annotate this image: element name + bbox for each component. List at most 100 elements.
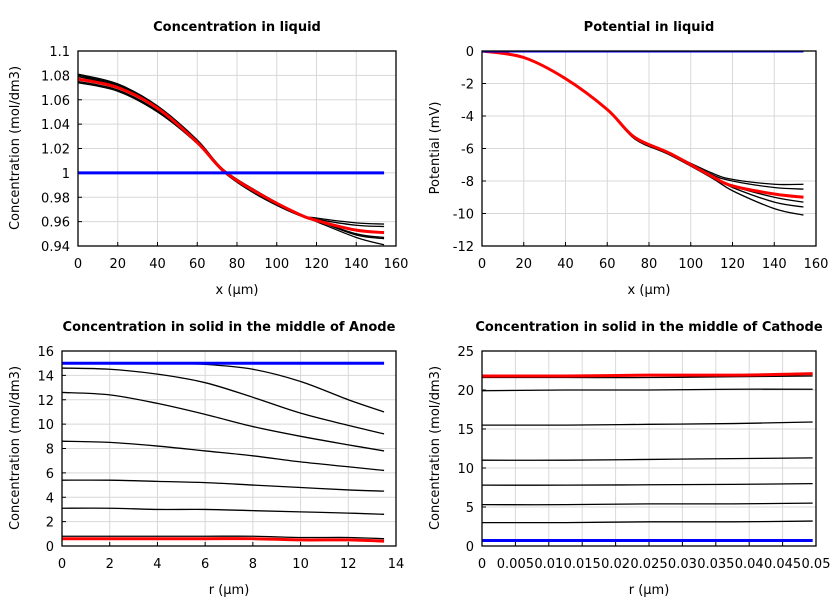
y-tick-label: -6: [461, 143, 474, 158]
series-line-final: [482, 372, 813, 378]
y-tick-label: 15: [457, 423, 474, 438]
y-tick-label: 0.94: [41, 240, 70, 255]
y-tick-label: 1: [62, 167, 70, 182]
x-tick-label: 20: [109, 257, 126, 272]
y-tick-label: 1.1: [49, 45, 70, 60]
x-tick-label: 60: [189, 257, 206, 272]
x-tick-label: 0: [478, 557, 486, 572]
y-tick-label: -4: [461, 110, 474, 125]
panel-solid-anode: Concentration in solid in the middle of …: [8, 320, 404, 598]
y-tick-label: 10: [457, 462, 474, 477]
y-tick-label: 0.98: [41, 191, 70, 206]
x-axis-label: r (µm): [629, 583, 670, 598]
series-line-black-1: [482, 520, 813, 524]
x-tick-label: 10: [292, 557, 309, 572]
series-line-final: [62, 537, 385, 543]
x-tick-label: 120: [304, 257, 329, 272]
x-tick-label: 160: [384, 257, 409, 272]
x-tick-label: 100: [264, 257, 289, 272]
y-tick-label: 8: [46, 443, 54, 458]
series-line-black-4: [482, 457, 813, 461]
y-tick-label: -8: [461, 175, 474, 190]
panel-concentration-liquid: Concentration in liquid x (µm) Concentra…: [8, 20, 408, 298]
y-tick-label: 4: [46, 491, 54, 506]
x-tick-label: 160: [804, 257, 829, 272]
series-line-final: [78, 77, 385, 235]
x-axis-label: x (µm): [628, 283, 671, 298]
series-line-black-5: [482, 421, 813, 426]
y-axis-label: Concentration (mol/dm3): [428, 366, 443, 530]
x-tick-label: 40: [557, 257, 574, 272]
y-tick-label: 0.96: [41, 216, 70, 231]
x-tick-label: 0.03: [668, 557, 697, 572]
chart-title: Concentration in solid in the middle of …: [475, 320, 823, 335]
y-tick-label: 1.06: [41, 94, 70, 109]
x-tick-label: 100: [678, 257, 703, 272]
panel-potential-liquid: Potential in liquid x (µm) Potential (mV…: [428, 20, 828, 298]
y-tick-label: 0: [466, 540, 474, 555]
x-tick-label: 2: [106, 557, 114, 572]
x-tick-label: 4: [153, 557, 161, 572]
y-tick-label: 0: [466, 45, 474, 60]
x-tick-label: 0: [74, 257, 82, 272]
series-line-black-6: [62, 507, 385, 515]
y-tick-label: 20: [457, 384, 474, 399]
series-line-black-2: [78, 82, 385, 225]
x-tick-label: 20: [515, 257, 532, 272]
x-tick-label: 140: [762, 257, 787, 272]
series-line-black-6: [482, 388, 813, 392]
x-tick-label: 0.035: [697, 557, 734, 572]
x-tick-label: 140: [344, 257, 369, 272]
x-tick-label: 120: [720, 257, 745, 272]
y-tick-label: 1.08: [41, 69, 70, 84]
series-line-black-3: [482, 482, 813, 486]
series-line-black-7: [62, 535, 385, 540]
x-tick-label: 0.05: [802, 557, 831, 572]
x-tick-label: 0.02: [601, 557, 630, 572]
chart-title: Potential in liquid: [584, 20, 715, 35]
x-tick-label: 8: [249, 557, 257, 572]
y-tick-label: 14: [37, 369, 54, 384]
series-line-black-2: [62, 367, 385, 435]
x-tick-label: 60: [599, 257, 616, 272]
y-tick-label: 12: [37, 394, 54, 409]
x-tick-label: 6: [201, 557, 209, 572]
series-line-black-4: [62, 440, 385, 472]
plot-frame: [77, 50, 397, 247]
plot-frame: [481, 50, 817, 247]
chart-title: Concentration in liquid: [153, 20, 321, 35]
panel-solid-cathode: Concentration in solid in the middle of …: [428, 320, 830, 598]
x-axis-label: x (µm): [216, 283, 259, 298]
y-tick-label: 25: [457, 345, 474, 360]
y-tick-label: 5: [466, 501, 474, 516]
y-tick-label: -2: [461, 78, 474, 93]
x-tick-label: 0.015: [564, 557, 601, 572]
series-line-black-3: [62, 391, 385, 452]
y-tick-label: 1.02: [41, 143, 70, 158]
x-tick-label: 0.045: [764, 557, 801, 572]
x-tick-label: 14: [388, 557, 405, 572]
x-axis-label: r (µm): [209, 583, 250, 598]
x-tick-label: 80: [641, 257, 658, 272]
series-line-black-2: [482, 502, 813, 506]
y-tick-label: 1.04: [41, 118, 70, 133]
plot-frame: [61, 350, 397, 547]
y-tick-label: 2: [46, 516, 54, 531]
x-tick-label: 0.01: [534, 557, 563, 572]
y-tick-label: 16: [37, 345, 54, 360]
y-tick-label: 10: [37, 418, 54, 433]
x-tick-label: 80: [229, 257, 246, 272]
y-tick-label: 0: [46, 540, 54, 555]
x-tick-label: 0: [58, 557, 66, 572]
y-axis-label: Concentration (mol/dm3): [8, 366, 23, 530]
series-line-black-7: [482, 375, 813, 379]
y-tick-label: -12: [453, 240, 474, 255]
series-line-black-5: [62, 479, 385, 492]
x-tick-label: 0.025: [630, 557, 667, 572]
series-line-final: [482, 51, 804, 199]
plot-frame: [481, 350, 817, 547]
x-tick-label: 40: [149, 257, 166, 272]
y-tick-label: -10: [453, 208, 474, 223]
x-tick-label: 0.005: [497, 557, 534, 572]
